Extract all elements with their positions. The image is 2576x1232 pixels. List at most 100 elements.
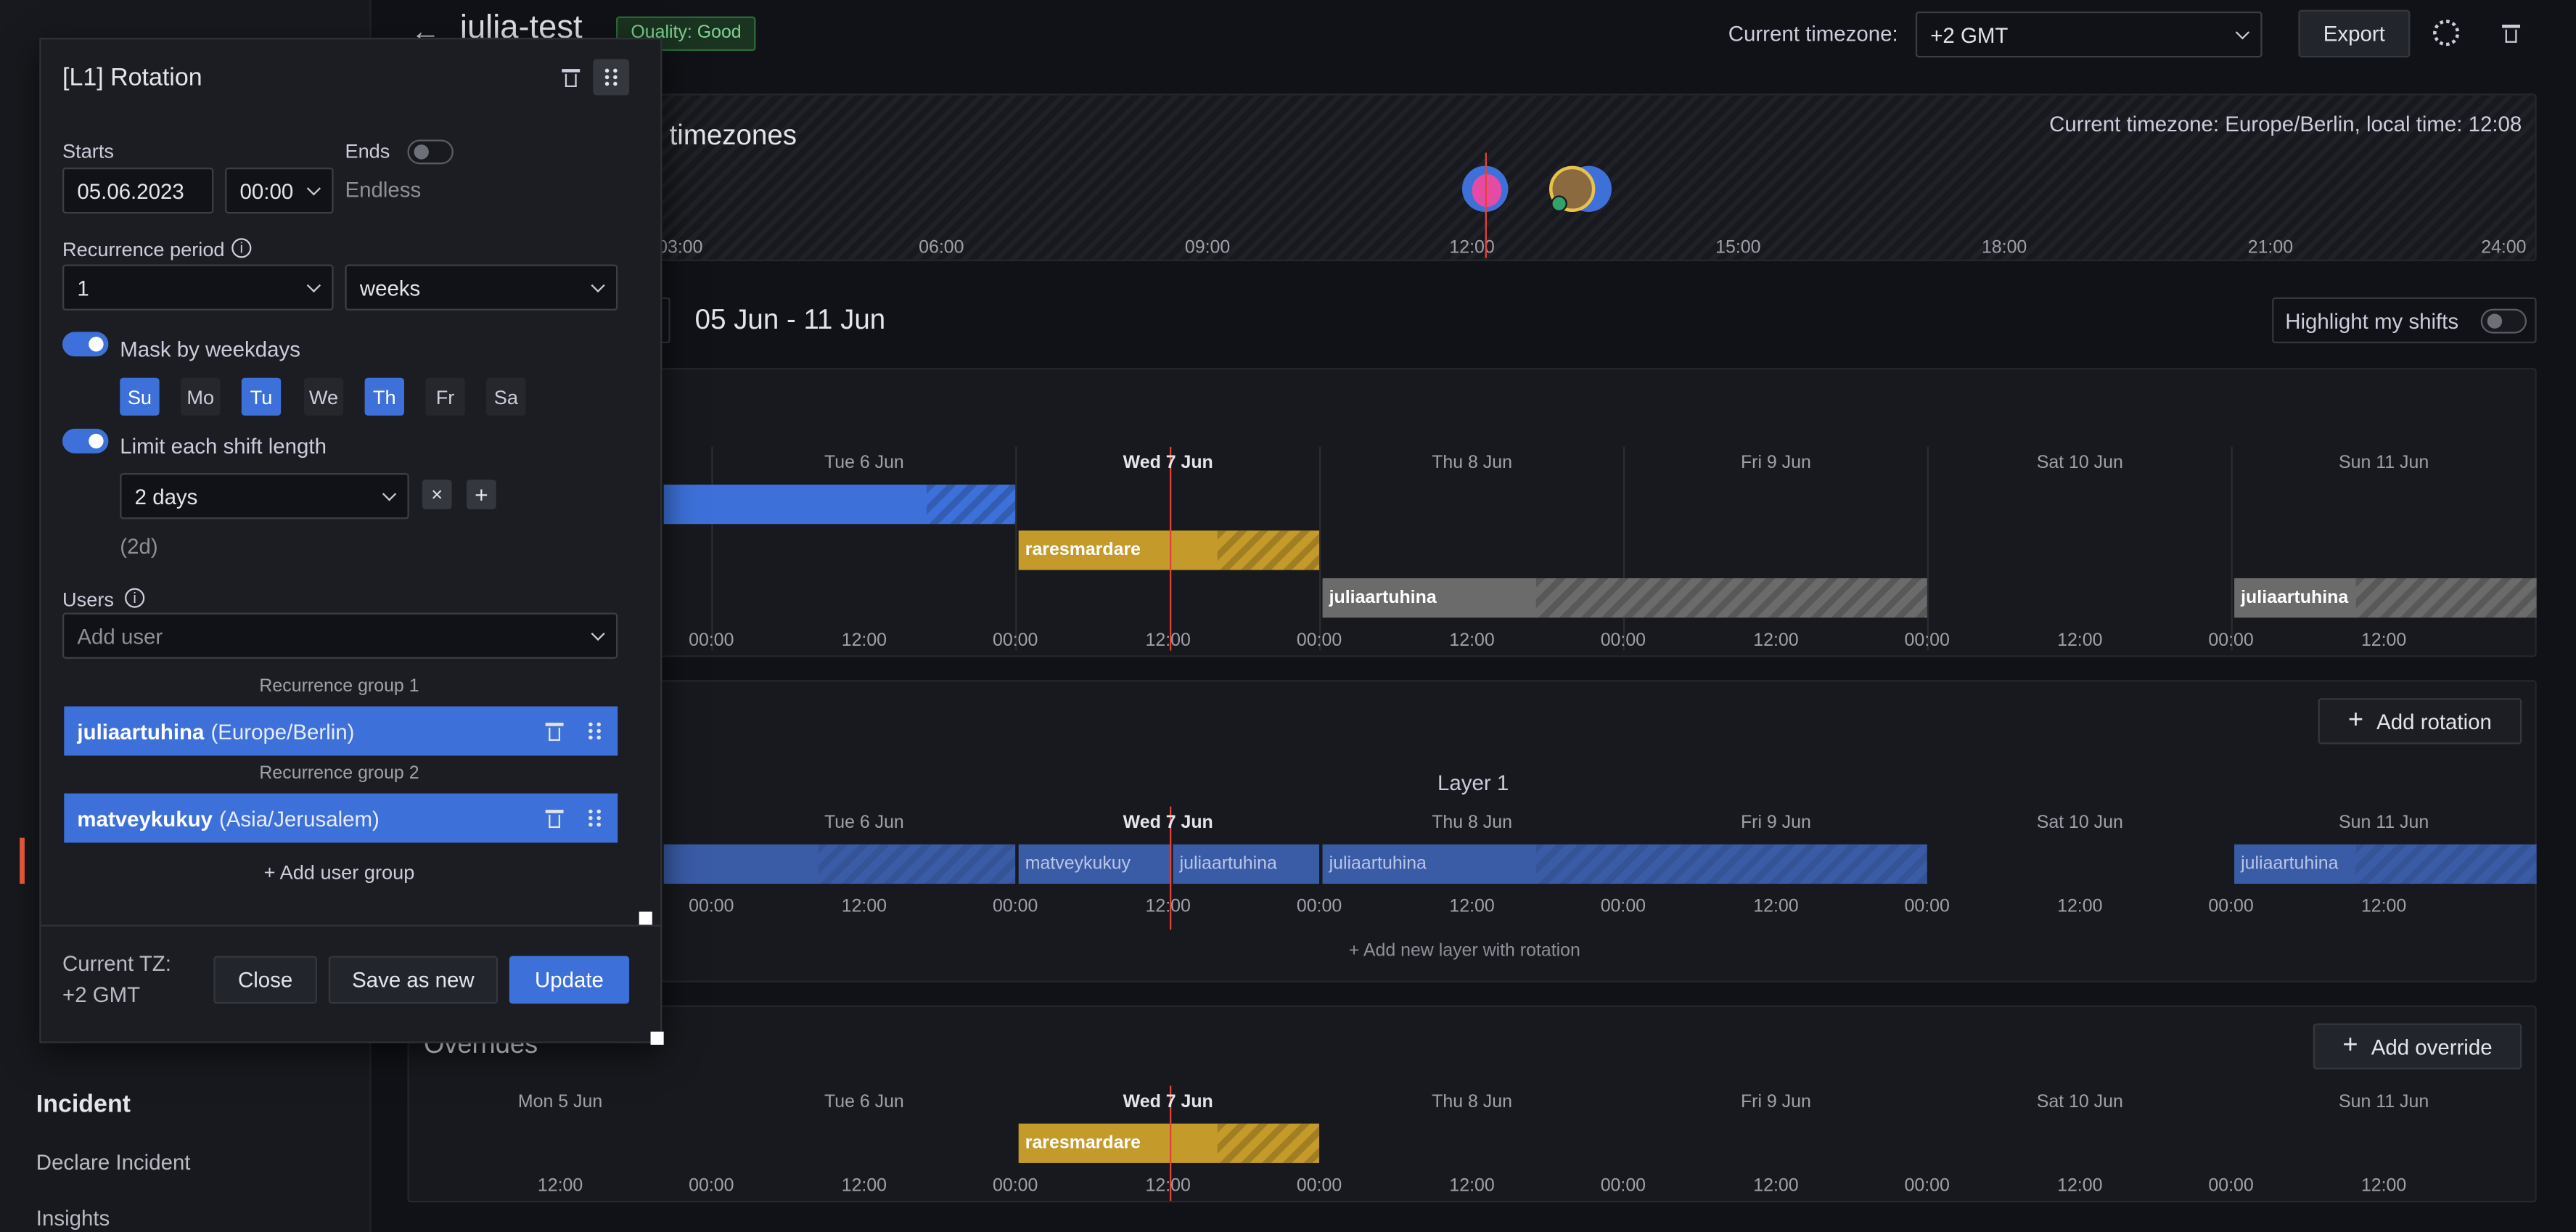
clear-icon[interactable]: × (422, 480, 452, 509)
start-date-input[interactable]: 05.06.2023 (62, 167, 214, 214)
day-header: Sun 11 Jun (2339, 1092, 2429, 1112)
starts-label: Starts (62, 139, 114, 163)
mask-weekdays-label: Mask by weekdays (120, 337, 300, 362)
info-icon: i (231, 238, 252, 258)
user-group-item[interactable]: matveykukuy (Asia/Jerusalem) (64, 793, 618, 843)
weekday-tu[interactable]: Tu (241, 377, 282, 416)
time-tick: 12:00 (2057, 1176, 2103, 1196)
day-header: Thu 8 Jun (1432, 813, 1512, 833)
time-tick: 12:00 (537, 1176, 583, 1196)
info-icon: i (125, 588, 145, 608)
override-bar[interactable]: raresmardare (1018, 1123, 1320, 1163)
start-date-value: 05.06.2023 (77, 178, 184, 203)
highlight-shifts-control[interactable]: Highlight my shifts (2272, 297, 2537, 344)
trash-icon[interactable] (545, 810, 564, 828)
weekday-th[interactable]: Th (364, 377, 404, 416)
weekday-we[interactable]: We (303, 377, 344, 416)
overrides-panel (407, 1005, 2537, 1203)
rotation-bar[interactable]: matveykukuy (1018, 844, 1172, 884)
highlight-shifts-toggle[interactable] (2480, 308, 2527, 334)
plus-icon[interactable]: + (466, 480, 496, 509)
user-name: juliaartuhina (77, 718, 205, 744)
export-button[interactable]: Export (2298, 9, 2411, 58)
day-header: Tue 6 Jun (824, 453, 904, 474)
user-group-item[interactable]: juliaartuhina (Europe/Berlin) (64, 706, 618, 756)
day-header: Fri 9 Jun (1740, 813, 1811, 833)
rotation-bar[interactable]: juliaartuhina (1173, 844, 1320, 884)
highlight-shifts-label: Highlight my shifts (2285, 308, 2459, 334)
recurrence-unit-select[interactable]: weeks (345, 264, 618, 311)
day-header: Thu 8 Jun (1432, 453, 1512, 474)
add-rotation-label: Add rotation (2376, 708, 2492, 734)
time-tick: 12:00 (2360, 897, 2407, 917)
recurrence-count-value: 1 (77, 275, 89, 300)
trash-icon[interactable] (562, 69, 581, 87)
weekday-mo[interactable]: Mo (181, 377, 221, 416)
online-status-icon (1551, 195, 1567, 213)
save-as-new-button[interactable]: Save as new (328, 956, 499, 1004)
rotation-bar[interactable]: juliaartuhina (1322, 844, 1927, 884)
recurrence-count-select[interactable]: 1 (62, 264, 334, 311)
time-tick: 12:00 (2057, 631, 2103, 651)
shift-bar[interactable]: raresmardare (1018, 530, 1320, 570)
time-tick: 00:00 (2208, 1176, 2254, 1196)
day-header: Fri 9 Jun (1740, 1092, 1811, 1112)
add-override-button[interactable]: + Add override (2313, 1023, 2522, 1069)
shift-user: juliaartuhina (1329, 588, 1437, 608)
quality-badge: Quality: Good (616, 16, 757, 52)
drag-icon[interactable] (586, 720, 603, 742)
add-user-group-link[interactable]: + Add user group (263, 861, 415, 884)
day-separator (711, 446, 713, 651)
time-tick: 12:00 (1145, 631, 1191, 651)
time-tick: 00:00 (993, 897, 1038, 917)
drag-icon[interactable] (586, 808, 603, 829)
shift-bar[interactable] (663, 484, 1016, 525)
chevron-down-icon (306, 278, 321, 293)
recurrence-group-title: Recurrence group 1 (259, 676, 419, 697)
tz-hour: 21:00 (2247, 238, 2294, 258)
tz-hour: 06:00 (919, 238, 964, 258)
layer-title: Layer 1 (1437, 770, 1509, 795)
resize-handle[interactable] (639, 911, 652, 925)
day-header: Sat 10 Jun (2036, 453, 2123, 474)
shift-length-select[interactable]: 2 days (120, 473, 409, 520)
delete-schedule-icon[interactable] (2502, 24, 2521, 43)
timezone-select[interactable]: +2 GMT (1915, 11, 2263, 58)
weekday-fr[interactable]: Fr (425, 377, 465, 416)
update-button[interactable]: Update (509, 956, 630, 1004)
tz-hour: 24:00 (2481, 238, 2527, 258)
add-user-select[interactable]: Add user (62, 612, 618, 659)
rotation-bar[interactable] (663, 844, 1016, 884)
chevron-down-icon (382, 487, 397, 501)
shift-bar[interactable]: juliaartuhina (2234, 578, 2537, 618)
timezone-info: Current timezone: Europe/Berlin, local t… (2049, 111, 2522, 136)
time-tick: 00:00 (1600, 897, 1646, 917)
nav-item-declare-incident[interactable]: Declare Incident (36, 1149, 191, 1175)
time-tick: 00:00 (993, 631, 1038, 651)
add-layer-link[interactable]: + Add new layer with rotation (1348, 941, 1580, 961)
weekday-su[interactable]: Su (120, 377, 160, 416)
mask-weekdays-toggle[interactable] (62, 332, 109, 357)
resize-handle[interactable] (650, 1031, 664, 1045)
nav-item-insights[interactable]: Insights (36, 1205, 110, 1231)
plus-icon: + (2342, 1031, 2358, 1060)
rotation-bar[interactable]: juliaartuhina (2234, 844, 2537, 884)
weekday-sa[interactable]: Sa (486, 377, 526, 416)
limit-shift-toggle[interactable] (62, 428, 109, 453)
time-tick: 00:00 (1904, 631, 1950, 651)
time-tick: 00:00 (1296, 1176, 1342, 1196)
drag-handle[interactable] (593, 59, 630, 96)
day-header: Wed 7 Jun (1123, 453, 1213, 474)
ends-toggle[interactable] (407, 139, 454, 165)
shift-bar[interactable]: juliaartuhina (1322, 578, 1927, 618)
start-time-select[interactable]: 00:00 (225, 167, 334, 214)
add-rotation-button[interactable]: + Add rotation (2318, 698, 2522, 744)
trash-icon[interactable] (545, 723, 564, 741)
gear-icon[interactable] (2433, 20, 2460, 46)
chevron-down-icon (591, 626, 605, 641)
now-line (1169, 806, 1172, 930)
time-tick: 12:00 (1145, 1176, 1191, 1196)
time-tick: 00:00 (689, 1176, 734, 1196)
day-separator (1927, 446, 1929, 651)
close-button[interactable]: Close (213, 956, 317, 1004)
